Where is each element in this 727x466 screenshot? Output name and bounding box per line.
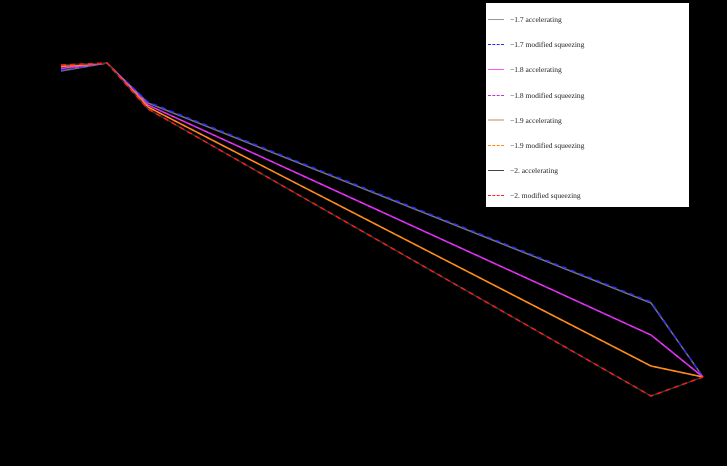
legend-swatch [488,68,504,70]
legend-item: −1.8 modified squeezing [486,88,584,102]
legend-item: −1.7 accelerating [486,12,562,26]
legend-label: −1.9 accelerating [510,115,562,125]
legend-swatch [488,144,504,146]
legend-swatch [488,43,504,45]
legend-item: −2. modified squeezing [486,188,581,202]
legend-label: −2. modified squeezing [510,190,581,200]
legend-swatch [488,169,504,171]
legend-item: −1.8 accelerating [486,62,562,76]
legend: −1.7 accelerating −1.7 modified squeezin… [485,2,690,208]
legend-label: −2. accelerating [510,165,558,175]
series-line [60,62,704,397]
legend-swatch [488,119,504,121]
legend-swatch [488,18,504,20]
legend-label: −1.8 accelerating [510,64,562,74]
legend-label: −1.8 modified squeezing [510,90,585,100]
legend-swatch [488,94,504,96]
legend-item: −2. accelerating [486,163,558,177]
legend-swatch [488,194,504,196]
legend-label: −1.7 accelerating [510,14,562,24]
legend-label: −1.9 modified squeezing [510,140,585,150]
legend-item: −1.9 accelerating [486,113,562,127]
legend-item: −1.9 modified squeezing [486,138,584,152]
legend-item: −1.7 modified squeezing [486,37,584,51]
legend-label: −1.7 modified squeezing [510,39,585,49]
